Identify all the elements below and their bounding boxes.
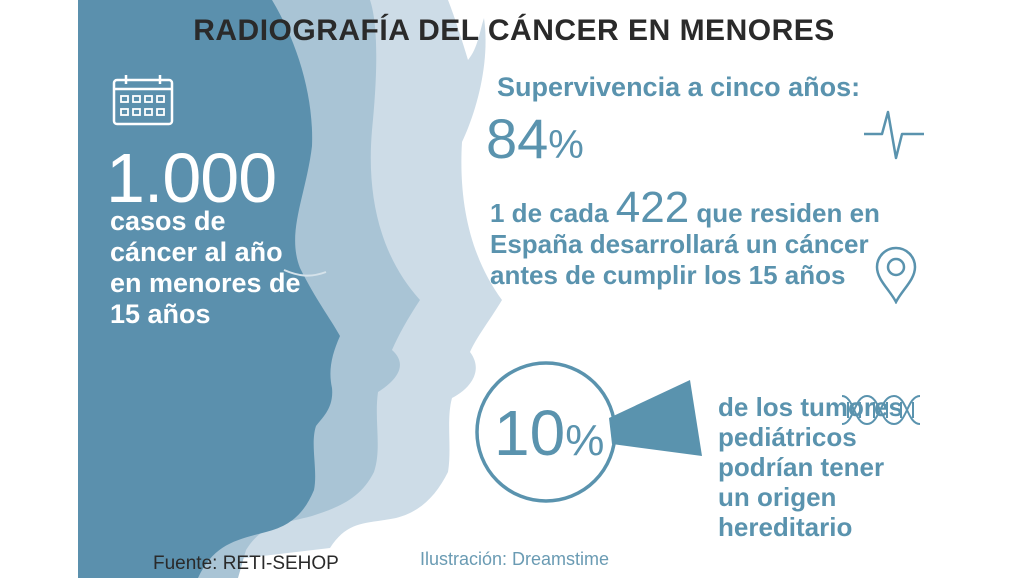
hereditary-number: 10 — [494, 397, 566, 469]
calendar-icon — [112, 75, 174, 126]
cases-description: casos de cáncer al año en menores de 15 … — [110, 206, 301, 329]
dna-icon — [841, 394, 921, 426]
hereditary-value: 10% — [494, 396, 604, 470]
percentage-wedge — [609, 380, 702, 456]
survival-value: 84% — [486, 106, 584, 171]
illustration-credit: Ilustración: Dreamstime — [420, 549, 610, 569]
hereditary-unit: % — [565, 416, 605, 465]
ratio-prefix: 1 de cada — [490, 198, 609, 228]
hereditary-description: de los tumores pediátricos podrían tener… — [718, 392, 903, 542]
survival-unit: % — [548, 123, 584, 167]
ratio-text: que residen en España desarrollará un cá… — [490, 198, 880, 290]
eyelash-detail — [283, 269, 327, 277]
source-note: Fuente: RETI-SEHOP — [153, 553, 339, 574]
page-title: RADIOGRAFÍA DEL CÁNCER EN MENORES — [193, 14, 835, 47]
ratio-number: 422 — [615, 183, 690, 232]
cases-number: 1.000 — [106, 139, 277, 217]
heartbeat-icon — [864, 110, 924, 160]
ratio-statement: 1 de cada 422 que residen en España desa… — [490, 186, 910, 291]
survival-number: 84 — [486, 107, 549, 170]
silhouette-front — [78, 0, 340, 578]
survival-label: Supervivencia a cinco años: — [497, 72, 861, 102]
location-pin-icon — [875, 246, 917, 304]
